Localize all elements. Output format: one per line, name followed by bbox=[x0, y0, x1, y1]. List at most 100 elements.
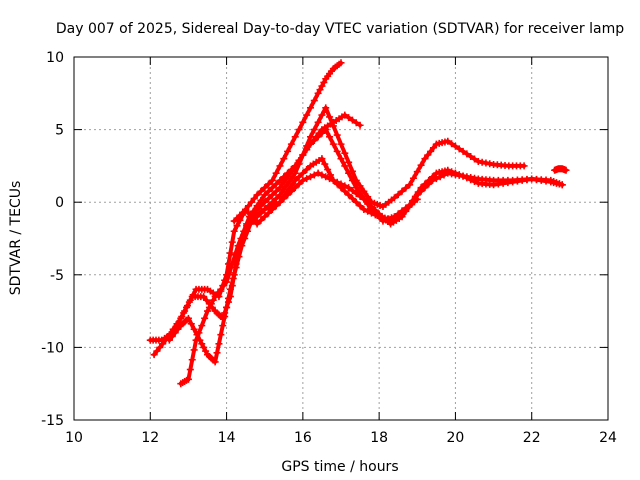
data-point-marker bbox=[310, 97, 318, 105]
y-tick-labels: -15 -10 -5 0 5 10 bbox=[41, 50, 64, 429]
data-point-marker bbox=[223, 278, 231, 286]
data-point-marker bbox=[261, 213, 269, 221]
data-point-marker bbox=[280, 185, 288, 193]
data-point-marker bbox=[303, 111, 311, 119]
data-point-marker bbox=[352, 198, 360, 206]
series-line bbox=[148, 60, 343, 343]
data-point-marker bbox=[459, 147, 467, 155]
axis-ticks bbox=[73, 56, 609, 421]
data-point-marker bbox=[558, 181, 566, 189]
x-tick-label: 14 bbox=[218, 430, 236, 446]
data-point-marker bbox=[318, 155, 326, 163]
data-point-marker bbox=[337, 155, 345, 163]
data-point-marker bbox=[562, 166, 570, 174]
data-point-marker bbox=[322, 126, 330, 134]
data-point-marker bbox=[295, 156, 303, 164]
data-point-marker bbox=[268, 176, 276, 184]
data-point-marker bbox=[318, 171, 326, 179]
data-point-marker bbox=[253, 220, 261, 228]
data-point-marker bbox=[417, 161, 425, 169]
data-point-marker bbox=[240, 227, 248, 235]
data-point-marker bbox=[371, 211, 379, 219]
plot-frame bbox=[73, 56, 609, 421]
data-point-marker bbox=[322, 173, 330, 181]
data-point-marker bbox=[337, 140, 345, 148]
data-point-marker bbox=[427, 147, 435, 155]
data-point-marker bbox=[316, 86, 324, 94]
data-point-marker bbox=[198, 340, 206, 348]
data-point-marker bbox=[303, 175, 311, 183]
data-point-marker bbox=[280, 193, 288, 201]
data-point-marker bbox=[341, 111, 349, 119]
data-point-marker bbox=[268, 191, 276, 199]
data-point-marker bbox=[303, 166, 311, 174]
data-point-marker bbox=[356, 192, 364, 200]
data-point-marker bbox=[314, 118, 322, 126]
data-point-marker bbox=[284, 173, 292, 181]
data-point-marker bbox=[348, 167, 356, 175]
data-point-marker bbox=[253, 191, 261, 199]
data-point-marker bbox=[165, 336, 173, 344]
data-point-marker bbox=[253, 205, 261, 213]
data-point-marker bbox=[345, 158, 353, 166]
data-point-marker bbox=[156, 343, 164, 351]
data-point-marker bbox=[168, 333, 176, 341]
data-point-marker bbox=[368, 203, 376, 211]
data-series bbox=[146, 59, 570, 388]
data-point-marker bbox=[299, 176, 307, 184]
data-point-marker bbox=[324, 166, 332, 174]
data-point-marker bbox=[364, 199, 372, 207]
data-point-marker bbox=[417, 187, 425, 195]
data-point-marker bbox=[190, 325, 198, 333]
data-point-marker bbox=[225, 269, 233, 277]
data-point-marker bbox=[291, 169, 299, 177]
data-point-marker bbox=[272, 200, 280, 208]
data-point-marker bbox=[284, 187, 292, 195]
data-point-marker bbox=[200, 343, 208, 351]
data-point-marker bbox=[444, 137, 452, 145]
data-point-marker bbox=[337, 184, 345, 192]
data-point-marker bbox=[230, 227, 238, 235]
data-point-marker bbox=[333, 131, 341, 139]
data-point-marker bbox=[276, 198, 284, 206]
data-point-marker bbox=[219, 322, 227, 330]
data-point-marker bbox=[387, 216, 395, 224]
data-point-marker bbox=[233, 222, 241, 230]
data-point-marker bbox=[345, 191, 353, 199]
data-point-marker bbox=[333, 147, 341, 155]
data-point-marker bbox=[231, 251, 239, 259]
data-point-marker bbox=[184, 375, 192, 383]
data-point-marker bbox=[394, 211, 402, 219]
data-point-marker bbox=[368, 209, 376, 217]
data-point-marker bbox=[257, 216, 265, 224]
data-point-marker bbox=[265, 187, 273, 195]
data-point-marker bbox=[247, 198, 255, 206]
data-point-marker bbox=[159, 340, 167, 348]
data-point-marker bbox=[228, 238, 236, 246]
data-point-marker bbox=[432, 175, 440, 183]
data-point-marker bbox=[424, 151, 432, 159]
data-point-marker bbox=[253, 213, 261, 221]
data-point-marker bbox=[284, 147, 292, 155]
y-axis-label: SDTVAR / TECUs bbox=[8, 181, 24, 296]
data-point-marker bbox=[398, 208, 406, 216]
x-tick-label: 18 bbox=[370, 430, 388, 446]
data-point-marker bbox=[364, 193, 372, 201]
data-point-marker bbox=[257, 187, 265, 195]
data-point-marker bbox=[448, 140, 456, 148]
data-point-marker bbox=[463, 150, 471, 158]
data-point-marker bbox=[467, 152, 475, 160]
data-point-marker bbox=[280, 155, 288, 163]
data-point-marker bbox=[287, 175, 295, 183]
data-point-marker bbox=[272, 187, 280, 195]
data-point-marker bbox=[215, 340, 223, 348]
data-point-marker bbox=[341, 162, 349, 170]
data-point-marker bbox=[209, 296, 217, 304]
data-point-marker bbox=[237, 235, 245, 242]
data-point-marker bbox=[345, 184, 353, 192]
data-point-marker bbox=[257, 209, 265, 217]
data-point-marker bbox=[226, 249, 234, 257]
data-point-marker bbox=[280, 178, 288, 186]
series-track-1 bbox=[146, 59, 345, 344]
data-point-marker bbox=[394, 191, 402, 199]
